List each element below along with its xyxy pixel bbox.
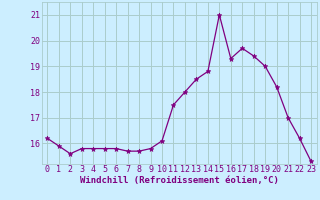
X-axis label: Windchill (Refroidissement éolien,°C): Windchill (Refroidissement éolien,°C) [80,176,279,185]
